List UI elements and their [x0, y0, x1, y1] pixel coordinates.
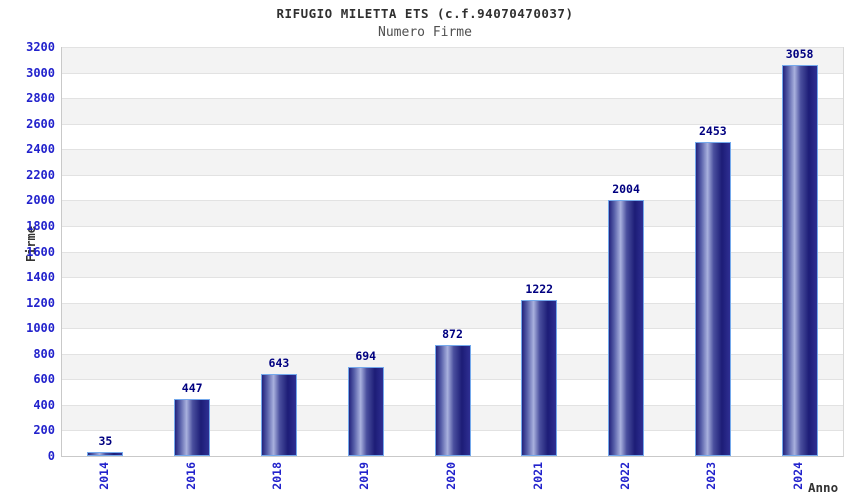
bar-value-label: 1222 — [525, 281, 554, 296]
x-tick-label: 2016 — [183, 462, 198, 490]
bar-2021 — [521, 299, 558, 456]
y-tick-label: 3200 — [26, 40, 55, 54]
plot-band — [62, 98, 843, 124]
x-tick-label: 2024 — [791, 462, 806, 490]
bar-value-label: 872 — [442, 326, 463, 341]
bar-value-label: 643 — [268, 355, 290, 370]
x-tick-label: 2021 — [530, 462, 545, 490]
chart-title: RIFUGIO MILETTA ETS (c.f.94070470037) — [276, 6, 574, 21]
y-tick-label: 2200 — [26, 167, 55, 182]
x-tick-label: 2014 — [96, 462, 111, 490]
bar-value-label: 2453 — [698, 124, 727, 139]
y-tick-label: 400 — [33, 397, 55, 412]
bar-2019 — [347, 367, 384, 456]
bar-2016 — [174, 398, 211, 456]
x-axis-label: Anno — [808, 480, 839, 495]
bar-2022 — [608, 199, 645, 456]
bar-value-label: 447 — [181, 380, 203, 395]
y-tick-label: 200 — [33, 423, 55, 438]
y-tick-label: 1000 — [26, 321, 55, 336]
bar-2020 — [434, 344, 471, 456]
y-tick-label: 1600 — [26, 244, 55, 259]
bar-2018 — [260, 373, 297, 456]
y-tick-label: 2400 — [26, 142, 55, 157]
y-tick-label: 2000 — [26, 193, 55, 208]
x-tick-label: 2019 — [357, 462, 372, 490]
y-axis-tick-labels: 0 200 400 600 800 1000 1200 1400 1600 1800 2000 220… — [0, 40, 55, 463]
y-tick-label: 1200 — [26, 295, 55, 310]
x-tick-label: 2023 — [704, 462, 719, 490]
y-tick-label: 1400 — [26, 270, 55, 285]
bar-value-label: 3058 — [785, 47, 814, 62]
plot-area: 35 447 643 694 872 1222 2004 2453 3058 — [61, 47, 844, 457]
y-tick-label: 0 — [47, 449, 55, 463]
x-tick-label: 2020 — [444, 462, 458, 490]
y-tick-label: 600 — [33, 372, 55, 387]
chart-subtitle: Numero Firme — [378, 25, 472, 40]
y-tick-label: 1800 — [26, 218, 55, 233]
y-tick-label: 2600 — [26, 116, 55, 131]
bar-2023 — [694, 142, 731, 456]
bar-value-label: 2004 — [612, 181, 640, 196]
y-tick-label: 800 — [33, 346, 55, 361]
bar-2024 — [781, 65, 818, 456]
bar-value-label: 694 — [355, 349, 377, 364]
bar-value-label: 35 — [98, 433, 113, 448]
y-tick-label: 2800 — [26, 91, 55, 106]
x-tick-label: 2018 — [270, 462, 285, 490]
x-axis-tick-labels: 2014 2016 2018 2019 2020 2021 2022 2023 2024 — [61, 457, 842, 500]
bar-2014 — [87, 451, 124, 456]
x-tick-label: 2022 — [617, 462, 632, 490]
plot-band — [62, 72, 843, 99]
y-tick-label: 3000 — [26, 65, 55, 80]
plot-band — [62, 47, 843, 73]
